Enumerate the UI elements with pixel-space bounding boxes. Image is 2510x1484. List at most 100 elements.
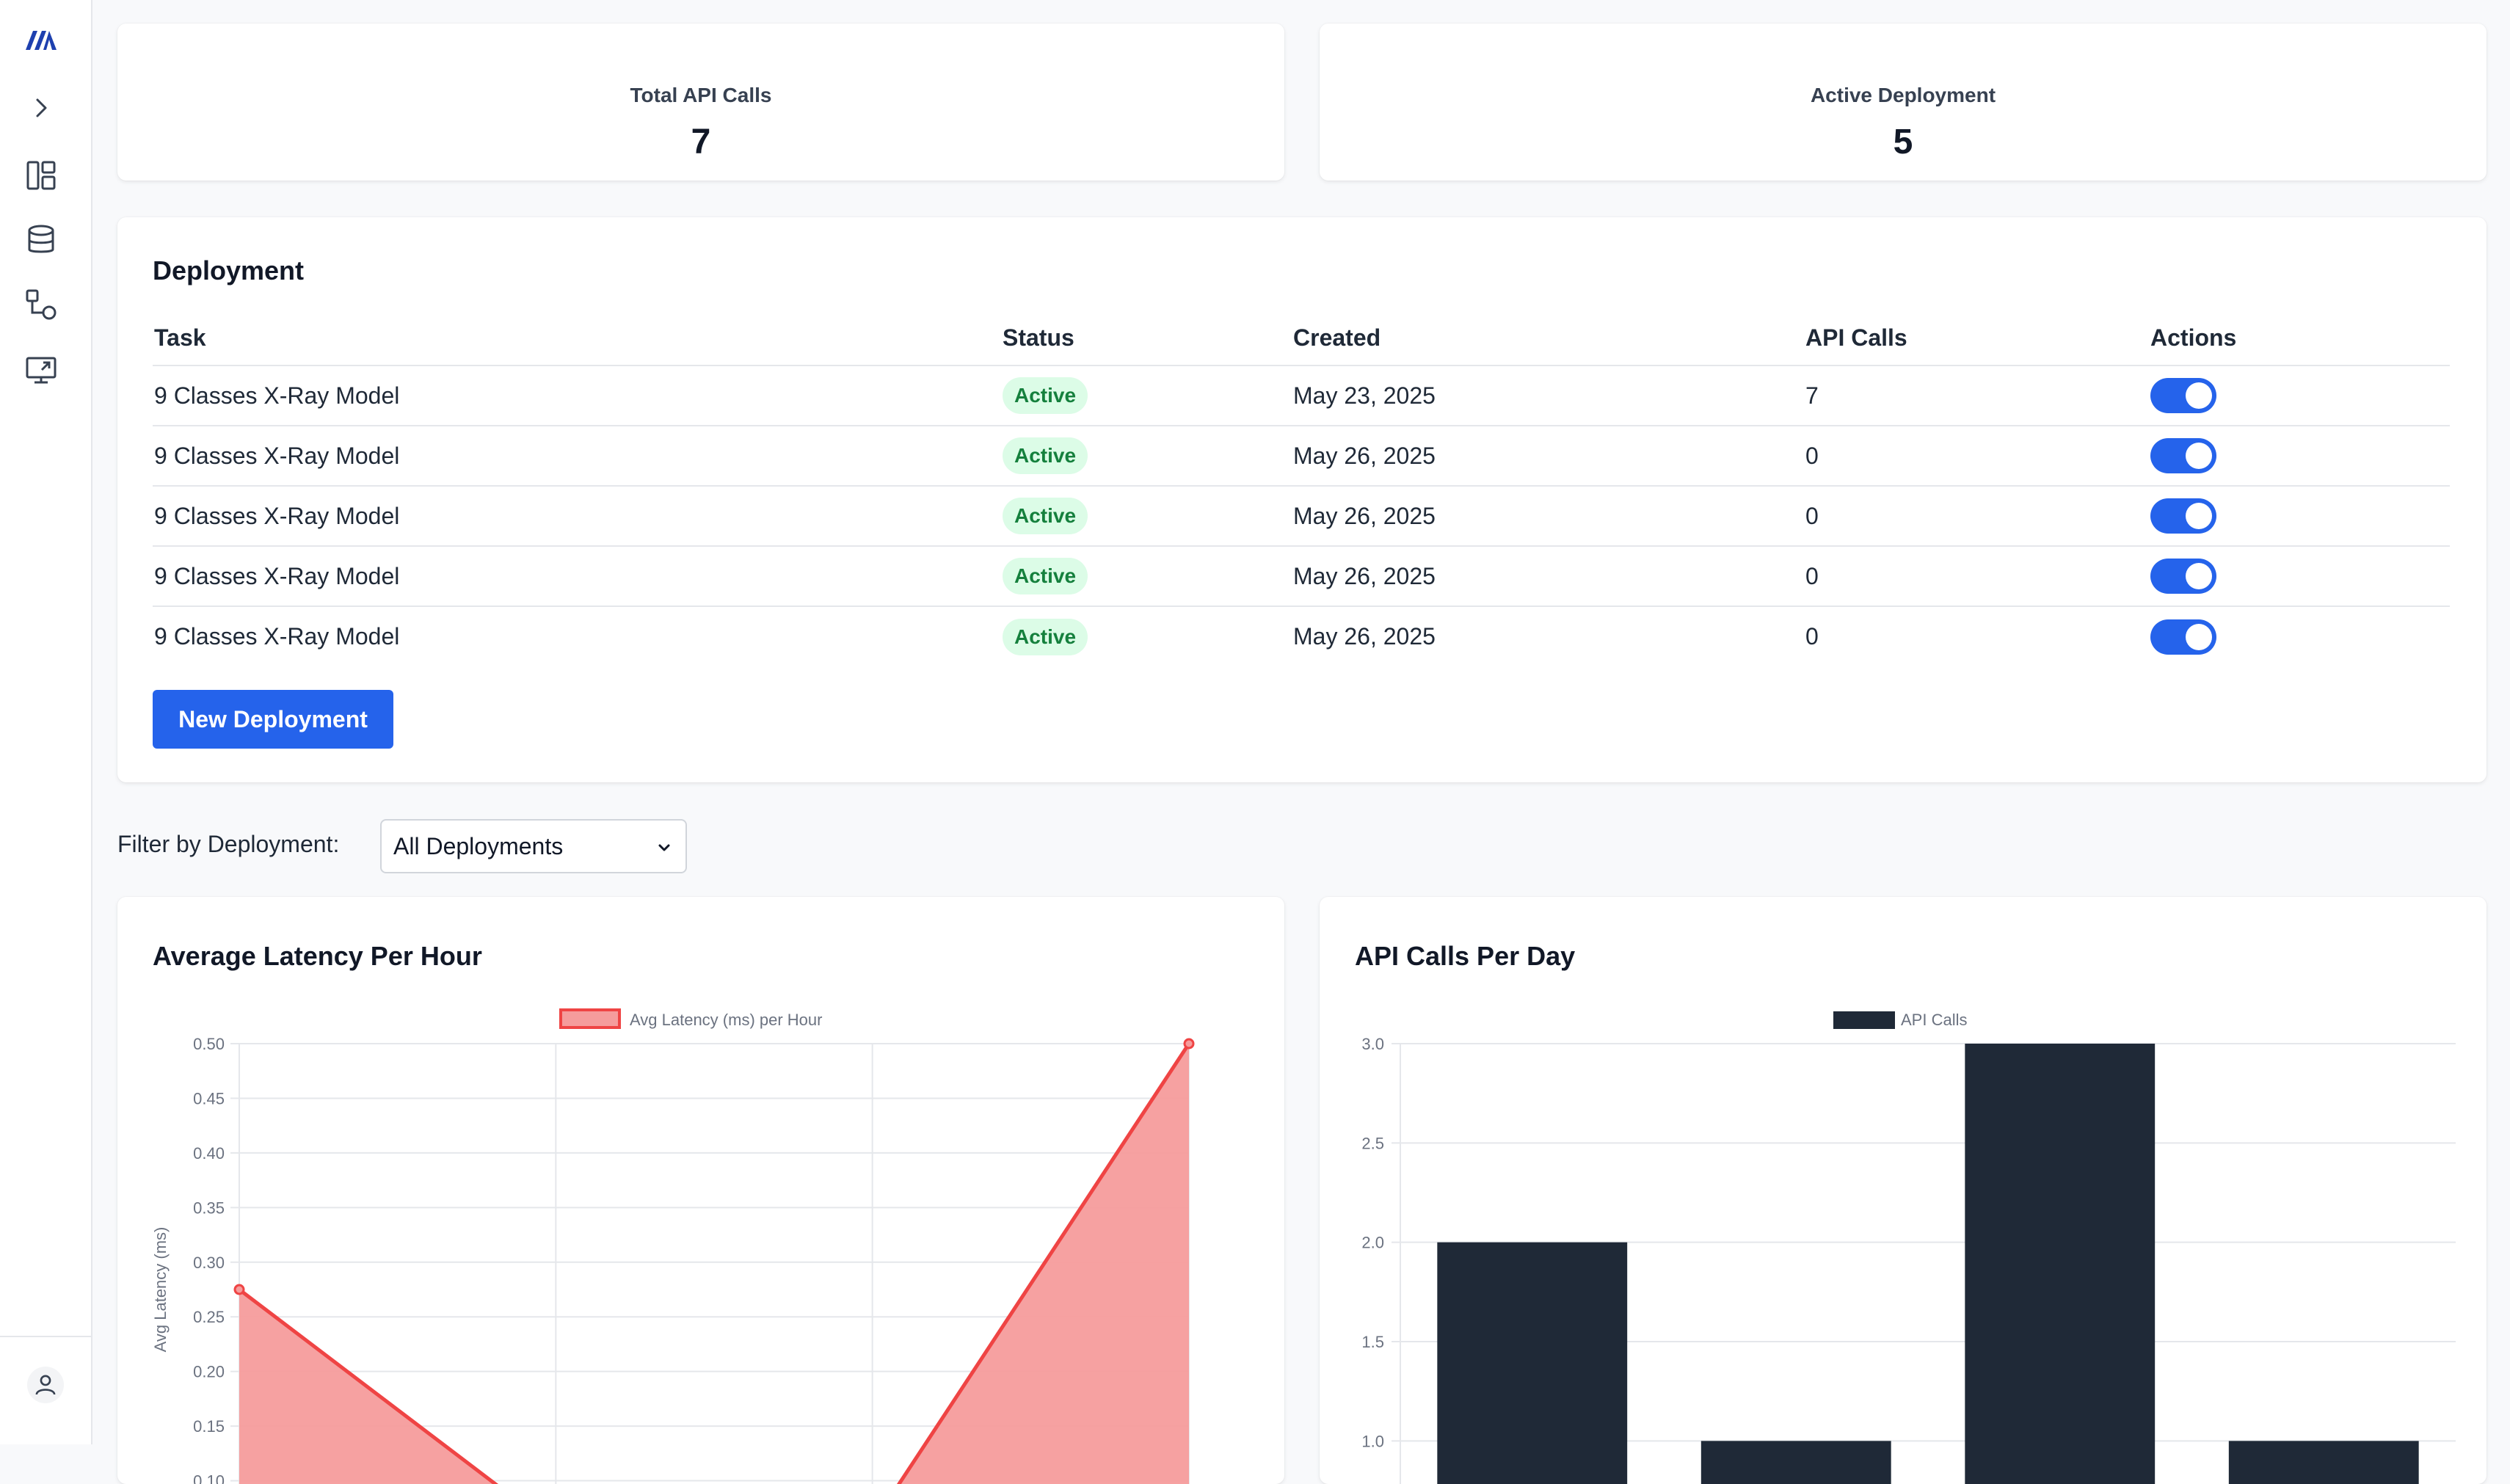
latency-area bbox=[239, 1044, 1189, 1484]
actions-cell bbox=[2149, 486, 2450, 547]
legend-label: Avg Latency (ms) per Hour bbox=[630, 1011, 822, 1029]
active-deployment-card: Active Deployment 5 bbox=[1320, 23, 2487, 181]
deployment-table: Task Status Created API Calls Actions 9 … bbox=[153, 311, 2450, 666]
latency-point bbox=[233, 1284, 245, 1295]
deployment-toggle[interactable] bbox=[2150, 378, 2216, 413]
latency-chart-title: Average Latency Per Hour bbox=[153, 941, 482, 971]
active-deployment-label: Active Deployment bbox=[1810, 84, 1996, 106]
legend-label: API Calls bbox=[1901, 1011, 1967, 1029]
y-tick-label: 0.50 bbox=[193, 1035, 225, 1053]
bar bbox=[1965, 1044, 2156, 1484]
api-calls-cell: 0 bbox=[1804, 426, 2149, 487]
legend-swatch bbox=[559, 1008, 621, 1029]
task-cell: 9 Classes X-Ray Model bbox=[153, 365, 1001, 426]
sidebar-divider bbox=[0, 1336, 92, 1337]
total-api-calls-card: Total API Calls 7 bbox=[117, 23, 1284, 181]
toggle-knob bbox=[2186, 382, 2212, 409]
table-row: 9 Classes X-Ray Model Active May 26, 202… bbox=[153, 486, 2450, 547]
latency-chart: Avg Latency (ms) per Hour 0.50 0.45 0.40 0.3… bbox=[151, 1008, 1195, 1484]
toggle-knob bbox=[2186, 443, 2212, 469]
y-tick-label: 0.45 bbox=[193, 1089, 225, 1107]
deployment-toggle[interactable] bbox=[2150, 498, 2216, 534]
status-badge: Active bbox=[1003, 377, 1088, 414]
api-calls-cell: 0 bbox=[1805, 623, 1819, 650]
bar bbox=[2228, 1441, 2419, 1484]
filter-label: Filter by Deployment: bbox=[117, 831, 340, 857]
column-header-status[interactable]: Status bbox=[1001, 311, 1292, 366]
column-header-created[interactable]: Created bbox=[1292, 311, 1804, 366]
actions-cell bbox=[2149, 606, 2450, 666]
api-calls-cell: 0 bbox=[1804, 486, 2149, 547]
table-header-row: Task Status Created API Calls Actions bbox=[153, 311, 2450, 366]
y-tick-label: 1.0 bbox=[1361, 1432, 1384, 1450]
total-api-calls-value: 7 bbox=[691, 123, 711, 161]
y-tick-label: 1.5 bbox=[1361, 1333, 1384, 1351]
workflow-icon[interactable] bbox=[24, 288, 58, 321]
actions-cell bbox=[2149, 365, 2450, 426]
y-tick-label: 0.10 bbox=[193, 1472, 225, 1484]
filter-selected-value: All Deployments bbox=[393, 832, 564, 859]
total-api-calls-label: Total API Calls bbox=[630, 84, 772, 106]
api-calls-cell: 7 bbox=[1804, 365, 2149, 426]
created-cell: May 23, 2025 bbox=[1292, 365, 1804, 426]
status-cell: Active bbox=[1001, 546, 1292, 607]
status-badge: Active bbox=[1003, 437, 1088, 474]
bar bbox=[1700, 1441, 1891, 1484]
created-cell: May 26, 2025 bbox=[1292, 546, 1804, 607]
chevron-down-icon bbox=[652, 835, 677, 866]
status-cell: Active bbox=[1001, 426, 1292, 487]
task-cell: 9 Classes X-Ray Model bbox=[153, 546, 1001, 607]
y-tick-label: 0.15 bbox=[193, 1417, 225, 1436]
task-cell: 9 Classes X-Ray Model bbox=[153, 486, 1001, 547]
deployment-toggle[interactable] bbox=[2150, 619, 2216, 655]
task-cell: 9 Classes X-Ray Model bbox=[153, 426, 1001, 487]
status-cell: Active bbox=[1001, 365, 1292, 426]
status-badge: Active bbox=[1003, 618, 1088, 655]
deployment-title: Deployment bbox=[153, 255, 305, 285]
created-cell: May 26, 2025 bbox=[1292, 426, 1804, 487]
created-cell: May 26, 2025 bbox=[1292, 486, 1804, 547]
actions-cell bbox=[2149, 426, 2450, 487]
y-tick-label: 2.5 bbox=[1361, 1134, 1384, 1152]
status-badge: Active bbox=[1003, 498, 1088, 534]
column-header-api-calls[interactable]: API Calls bbox=[1804, 311, 2149, 366]
table-row: 9 Classes X-Ray Model Active May 23, 202… bbox=[153, 365, 2450, 426]
column-header-task[interactable]: Task bbox=[153, 311, 1001, 366]
status-cell: Active bbox=[1001, 486, 1292, 547]
api-calls-chart-card: API Calls Per Day API Calls 3.0 2.5 2.0 1.5 1… bbox=[1320, 897, 2487, 1484]
table-row: 9 Classes X-Ray Model Active May 26, 202… bbox=[153, 426, 2450, 487]
status-badge: Active bbox=[1003, 558, 1088, 594]
y-tick-label: 3.0 bbox=[1361, 1035, 1384, 1053]
latency-line bbox=[238, 1042, 1191, 1484]
latency-chart-card: Average Latency Per Hour Avg Latency (ms… bbox=[117, 897, 1284, 1484]
y-tick-label: 2.0 bbox=[1361, 1234, 1384, 1252]
created-cell: May 26, 2025 bbox=[1293, 623, 1436, 650]
dashboard-icon[interactable] bbox=[24, 159, 58, 192]
toggle-knob bbox=[2186, 503, 2212, 529]
deployment-toggle[interactable] bbox=[2150, 438, 2216, 473]
deployment-filter-select[interactable]: All Deployments bbox=[380, 819, 687, 873]
y-tick-label: 0.25 bbox=[193, 1308, 225, 1326]
legend-swatch bbox=[1833, 1011, 1895, 1029]
y-tick-label: 0.30 bbox=[193, 1254, 225, 1272]
database-icon[interactable] bbox=[24, 223, 58, 257]
sidebar bbox=[0, 0, 92, 1444]
active-deployment-value: 5 bbox=[1893, 123, 1913, 161]
chevron-right-icon[interactable] bbox=[24, 91, 58, 125]
new-deployment-button[interactable]: New Deployment bbox=[153, 690, 393, 749]
table-row: 9 Classes X-Ray Model Active May 26, 202… bbox=[153, 546, 2450, 607]
bar bbox=[1437, 1242, 1628, 1484]
latency-point bbox=[1183, 1038, 1195, 1050]
user-icon[interactable] bbox=[27, 1367, 64, 1403]
column-header-actions: Actions bbox=[2149, 311, 2450, 366]
toggle-knob bbox=[2186, 623, 2212, 650]
monitor-share-icon[interactable] bbox=[24, 352, 58, 386]
toggle-knob bbox=[2186, 563, 2212, 589]
status-cell: Active bbox=[1001, 606, 1292, 666]
logo-icon[interactable] bbox=[24, 23, 58, 57]
deployment-card: Deployment Task Status Created API Calls… bbox=[117, 217, 2487, 782]
task-cell: 9 Classes X-Ray Model bbox=[154, 623, 400, 650]
y-tick-label: 0.40 bbox=[193, 1144, 225, 1163]
deployment-toggle[interactable] bbox=[2150, 559, 2216, 594]
